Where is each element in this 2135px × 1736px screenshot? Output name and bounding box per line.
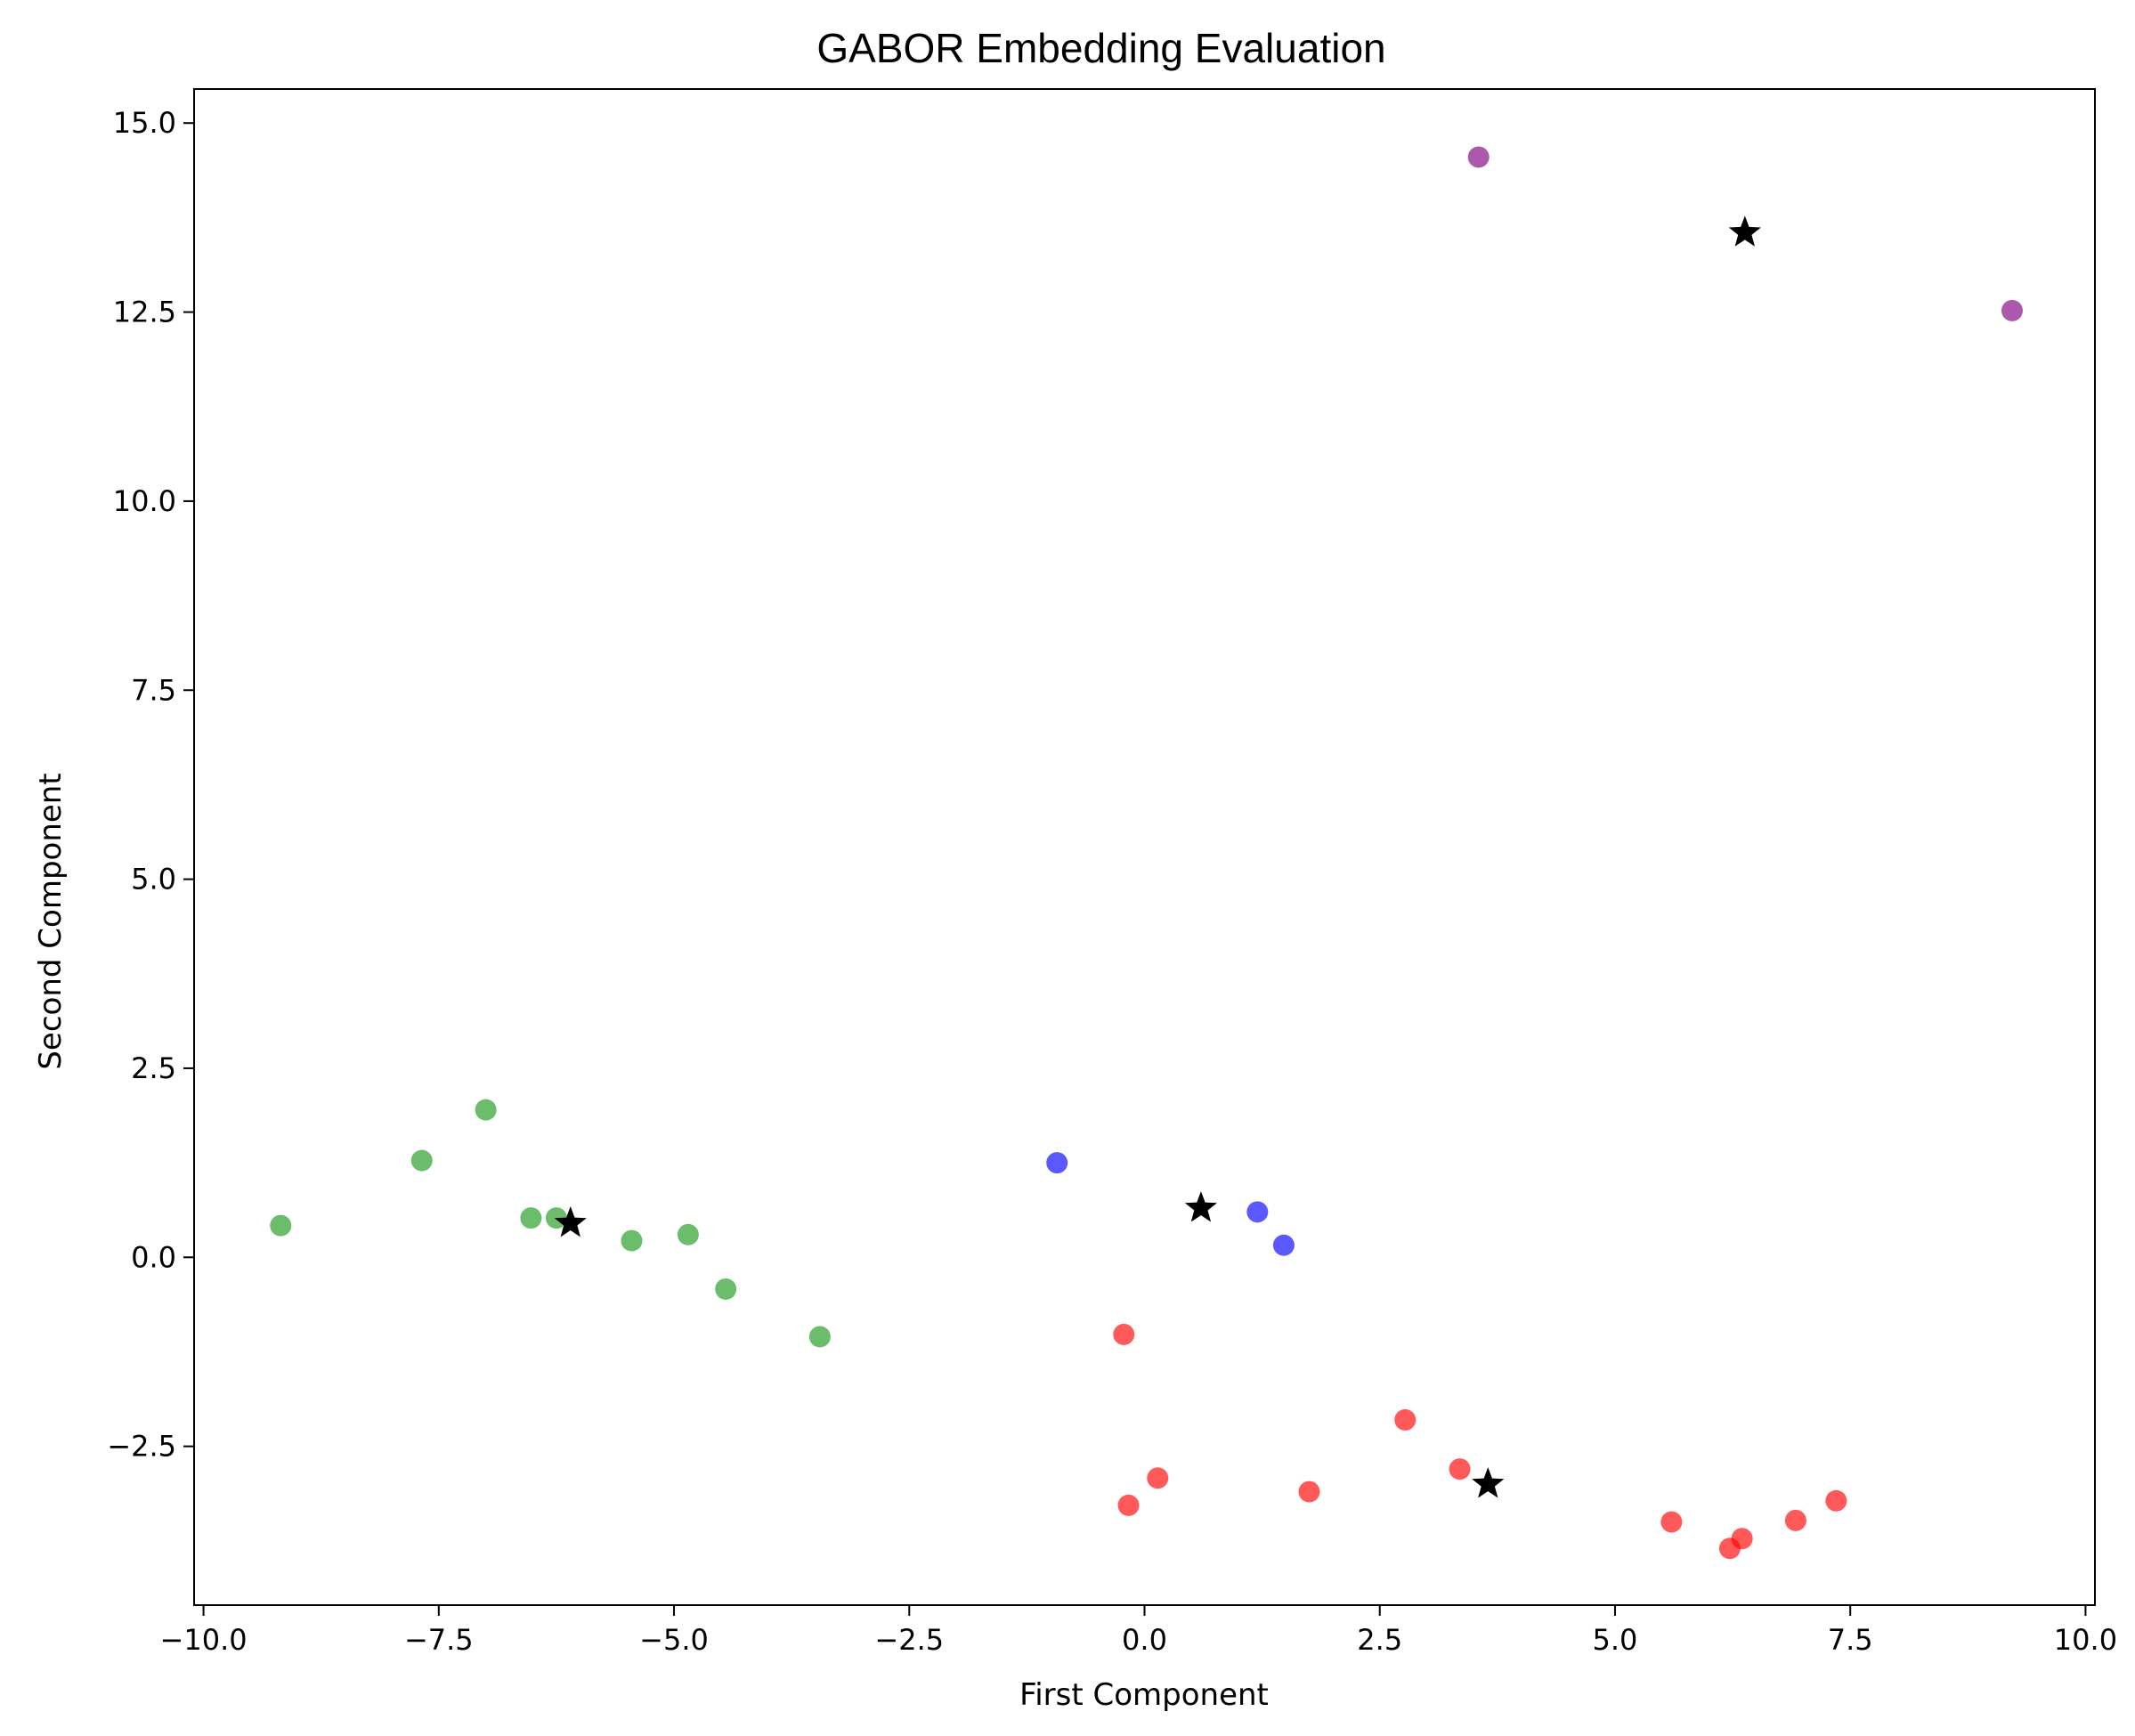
scatter-point-series-3 bbox=[1147, 1467, 1169, 1489]
centroid-star-marker bbox=[554, 1206, 587, 1237]
scatter-point-series-3 bbox=[1298, 1480, 1320, 1503]
plot-frame bbox=[193, 88, 2096, 1606]
y-tick-label: 0.0 bbox=[131, 1240, 176, 1274]
centroid-star-marker bbox=[1728, 215, 1761, 247]
scatter-point-series-4 bbox=[1467, 146, 1490, 168]
scatter-point-series-3 bbox=[1394, 1408, 1417, 1431]
y-tick-label: 10.0 bbox=[113, 484, 176, 518]
scatter-point-series-1 bbox=[621, 1229, 643, 1252]
y-tick-label: −2.5 bbox=[107, 1430, 176, 1464]
centroid-star-marker bbox=[1472, 1467, 1505, 1498]
x-tick-label: 0.0 bbox=[1122, 1623, 1167, 1657]
scatter-point-series-3 bbox=[1117, 1494, 1140, 1516]
scatter-point-series-2 bbox=[1246, 1201, 1269, 1223]
scatter-point-series-3 bbox=[1825, 1489, 1847, 1512]
y-axis-label: Second Component bbox=[33, 773, 69, 1069]
x-tick-label: 10.0 bbox=[2054, 1623, 2117, 1657]
y-tick-label: 15.0 bbox=[113, 106, 176, 140]
scatter-point-series-3 bbox=[1113, 1323, 1135, 1345]
scatter-point-series-3 bbox=[1660, 1511, 1683, 1533]
x-tick-label: 7.5 bbox=[1828, 1623, 1873, 1657]
x-axis-label: First Component bbox=[1019, 1677, 1269, 1713]
scatter-point-series-1 bbox=[520, 1207, 542, 1229]
scatter-point-series-1 bbox=[475, 1099, 497, 1121]
y-tick-label: 5.0 bbox=[131, 863, 176, 896]
x-tick-label: −2.5 bbox=[874, 1623, 944, 1657]
scatter-point-series-4 bbox=[2001, 299, 2023, 321]
y-tick-label: 2.5 bbox=[131, 1051, 176, 1085]
scatter-point-series-1 bbox=[715, 1278, 737, 1300]
x-tick-label: −7.5 bbox=[404, 1623, 474, 1657]
y-tick-label: 12.5 bbox=[113, 296, 176, 329]
scatter-point-series-3 bbox=[1731, 1528, 1753, 1550]
scatter-point-series-1 bbox=[808, 1326, 831, 1348]
y-tick-label: 7.5 bbox=[131, 673, 176, 707]
x-tick-label: −10.0 bbox=[160, 1623, 248, 1657]
plot-area bbox=[270, 146, 2023, 1560]
scatter-point-series-2 bbox=[1272, 1234, 1295, 1256]
scatter-point-series-1 bbox=[270, 1214, 292, 1237]
chart-title: GABOR Embedding Evaluation bbox=[816, 25, 1385, 71]
scatter-point-series-2 bbox=[1046, 1152, 1068, 1174]
scatter-point-series-3 bbox=[1449, 1458, 1471, 1480]
scatter-point-series-1 bbox=[677, 1223, 699, 1245]
scatter-point-series-1 bbox=[410, 1149, 433, 1172]
x-tick-label: 2.5 bbox=[1357, 1623, 1402, 1657]
centroid-star-marker bbox=[1184, 1191, 1217, 1222]
x-tick-label: 5.0 bbox=[1593, 1623, 1638, 1657]
axis-ticks: −10.0 −7.5 −5.0 −2.5 0.0 2.5 5.0 7.5 10.0 −2.5 0.0… bbox=[107, 106, 2117, 1657]
x-tick-label: −5.0 bbox=[639, 1623, 709, 1657]
scatter-point-series-3 bbox=[1784, 1509, 1806, 1531]
